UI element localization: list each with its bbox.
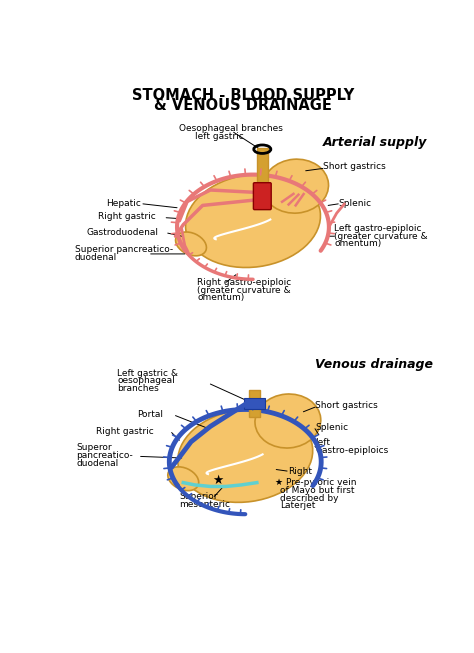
Text: Superor: Superor (76, 443, 112, 453)
Text: Venous drainage: Venous drainage (315, 358, 433, 371)
Ellipse shape (263, 159, 328, 213)
Text: Right: Right (288, 466, 312, 475)
Bar (244, 398, 265, 409)
Text: omentum): omentum) (197, 293, 245, 302)
Text: Right gastro-epiploic: Right gastro-epiploic (197, 278, 292, 287)
Ellipse shape (178, 409, 313, 502)
Text: Left gastric &: Left gastric & (118, 369, 178, 378)
Text: ★: ★ (212, 474, 224, 486)
Text: pancreatico-: pancreatico- (76, 451, 133, 460)
Text: omentum): omentum) (334, 240, 382, 248)
Text: branches: branches (118, 384, 159, 393)
Text: Gastroduodenal: Gastroduodenal (86, 228, 158, 237)
Text: ★ Pre-pyloric vein: ★ Pre-pyloric vein (275, 478, 356, 487)
Text: described by: described by (280, 494, 338, 503)
Text: STOMACH - BLOOD SUPPLY: STOMACH - BLOOD SUPPLY (132, 88, 354, 103)
Text: Left gastro-epiploic: Left gastro-epiploic (334, 224, 422, 233)
Text: of Mayo but first: of Mayo but first (280, 486, 355, 495)
Text: (greater curvature &: (greater curvature & (197, 285, 291, 295)
Text: oesophageal: oesophageal (118, 377, 175, 385)
Text: & VENOUS DRAINAGE: & VENOUS DRAINAGE (154, 99, 332, 114)
Text: left: left (315, 438, 330, 447)
Ellipse shape (175, 232, 207, 256)
Ellipse shape (255, 394, 321, 448)
Text: Oesophageal branches: Oesophageal branches (179, 124, 283, 133)
Text: mesenteric: mesenteric (179, 500, 230, 509)
Text: duodenal: duodenal (75, 253, 117, 261)
Text: Laterjet: Laterjet (280, 502, 316, 510)
Text: Splenic: Splenic (338, 199, 371, 208)
FancyBboxPatch shape (254, 183, 271, 210)
Ellipse shape (185, 174, 320, 268)
Text: (greater curvature &: (greater curvature & (334, 232, 428, 241)
Text: Hepatic: Hepatic (106, 199, 141, 208)
Text: Superior pancreatico-: Superior pancreatico- (75, 245, 173, 254)
Bar (249, 390, 260, 417)
Text: Short gastrics: Short gastrics (315, 401, 378, 410)
Bar (257, 148, 268, 182)
Text: Arterial supply: Arterial supply (323, 136, 427, 149)
Text: duodenal: duodenal (76, 459, 118, 468)
Text: Splenic: Splenic (315, 422, 348, 432)
Text: Short gastrics: Short gastrics (323, 163, 385, 171)
Text: Portal: Portal (137, 410, 163, 419)
Text: Gastro-epiploics: Gastro-epiploics (315, 446, 388, 454)
Text: left gastric: left gastric (195, 132, 244, 140)
Text: Right gastric: Right gastric (98, 212, 156, 221)
Ellipse shape (168, 467, 199, 490)
Text: Superior: Superior (179, 492, 218, 501)
Text: Right gastric: Right gastric (96, 426, 154, 436)
